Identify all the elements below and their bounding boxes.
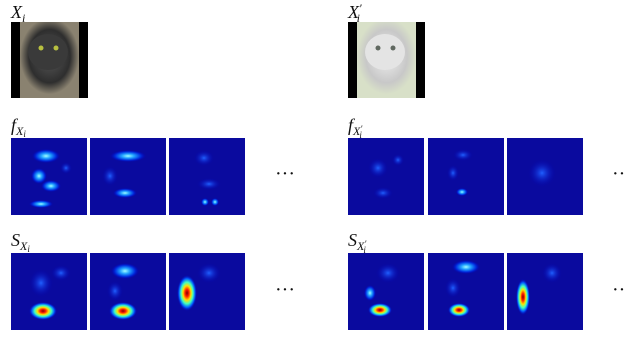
heatmap-blob (528, 159, 556, 187)
heatmap-blob (211, 198, 219, 206)
heatmap-blob (60, 162, 72, 174)
heatmap-blob (445, 278, 461, 298)
heatmap (169, 138, 245, 215)
heatmap-blob (194, 150, 214, 166)
heatmap (507, 138, 583, 215)
heatmap-blob (542, 263, 562, 283)
heatmap-blob (29, 269, 53, 297)
image-label: X′i (347, 1, 362, 25)
heatmap-blob (29, 302, 57, 320)
input-image (11, 22, 88, 98)
heatmap (11, 253, 87, 330)
heatmap-blob (376, 263, 400, 283)
heatmap (90, 253, 166, 330)
heatmap-blob (197, 178, 221, 190)
heatmap-blob (368, 158, 388, 178)
heatmap (90, 138, 166, 215)
heatmap (428, 138, 504, 215)
heatmap (507, 253, 583, 330)
subscript: i (27, 244, 30, 254)
symbol: S (11, 230, 20, 250)
heatmap-blob (453, 149, 473, 161)
ellipsis: ·· (612, 279, 625, 301)
heatmap-background (90, 138, 166, 215)
saliency-label: SX′i (348, 230, 367, 255)
heatmap-blob (107, 281, 123, 301)
feature-label: fX′i (348, 115, 363, 140)
heatmap-blob (456, 188, 468, 196)
heatmap-blob (177, 275, 197, 311)
heatmap-blob (41, 180, 61, 192)
heatmap-blob (373, 187, 393, 199)
heatmap-blob (392, 154, 404, 166)
feature-label: fXi (11, 115, 26, 139)
heatmap (428, 253, 504, 330)
ellipsis: ··· (275, 279, 295, 301)
heatmap-blob (452, 260, 480, 274)
heatmap-blob (197, 263, 221, 283)
heatmap-blob (447, 165, 459, 181)
heatmap (348, 253, 424, 330)
heatmap-blob (110, 150, 146, 162)
heatmap-blob (32, 149, 60, 163)
heatmap-blob (368, 303, 392, 317)
ellipsis: ·· (612, 163, 625, 185)
heatmap-blob (201, 198, 209, 206)
heatmap-blob (102, 166, 118, 186)
heatmap-blob (111, 263, 139, 279)
heatmap-blob (109, 302, 137, 320)
heatmap-blob (448, 303, 470, 317)
heatmap (11, 138, 87, 215)
symbol: S (348, 230, 357, 250)
heatmap-blob (113, 188, 137, 198)
ellipsis: ··· (275, 163, 295, 185)
heatmap-blob (51, 265, 71, 281)
heatmap-blob (364, 285, 376, 301)
figure: Xi X′i fXi fX′i SXi SX′i ··· ··· ·· ·· (0, 0, 627, 338)
subscript: i (23, 129, 26, 139)
saliency-label: SXi (11, 230, 30, 254)
image-label: Xi (10, 2, 25, 25)
heatmap (348, 138, 424, 215)
heatmap-background (348, 138, 424, 215)
heatmap-blob (29, 200, 53, 208)
perturbed-image (348, 22, 425, 98)
heatmap (169, 253, 245, 330)
heatmap-blob (516, 279, 530, 315)
